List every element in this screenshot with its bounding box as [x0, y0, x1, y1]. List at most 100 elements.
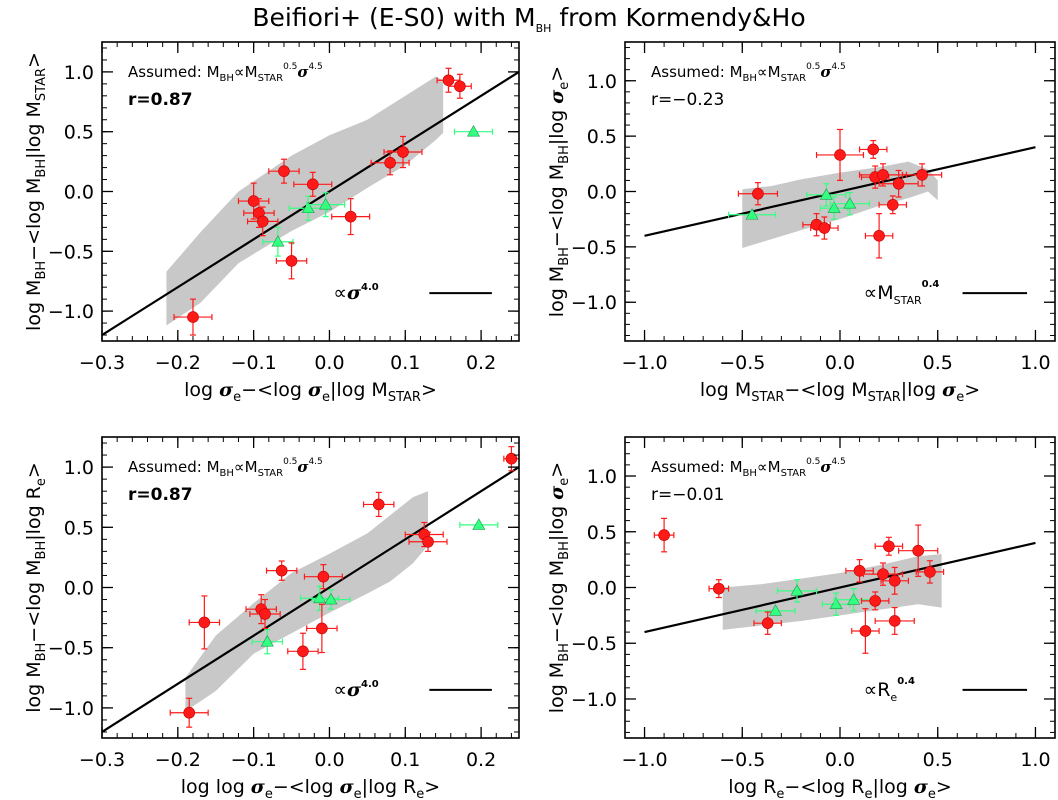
red-circle-point [303, 564, 343, 590]
red-circle-point [362, 491, 395, 518]
y-tick-label: −1.0 [48, 698, 94, 720]
red-circle-point [653, 517, 675, 553]
green-triangle-point [776, 579, 818, 603]
x-axis-label: log log σe−<log σe|log Re> [181, 776, 440, 800]
scatter-band [722, 554, 942, 630]
x-tick-label: 0.2 [466, 749, 496, 771]
red-circle-point [878, 169, 919, 198]
fit-line [644, 541, 1036, 634]
x-tick-label: −1.0 [621, 352, 667, 374]
x-tick-label: 0.5 [923, 749, 953, 771]
red-circle-point [331, 198, 371, 236]
y-tick-label: 0.5 [64, 517, 94, 539]
correlation-label: r=0.87 [128, 90, 193, 110]
y-axis-label: log MBH−<log MBH|log MSTAR> [23, 52, 49, 331]
red-circle-point [860, 591, 890, 611]
y-tick-label: 0.0 [587, 182, 617, 204]
y-tick-label: −1.0 [571, 689, 617, 711]
green-triangle-point [821, 592, 851, 616]
x-tick-label: −0.5 [719, 749, 765, 771]
y-tick-label: 0.5 [64, 122, 94, 144]
assumed-label: Assumed: MBH∝MSTAR0.5σ4.5 [651, 457, 846, 479]
x-tick-label: 1.0 [1020, 352, 1050, 374]
y-axis-label: log MBH−<log MBH|log σe> [546, 66, 572, 317]
assumed-label: Assumed: MBH∝MSTAR0.5σ4.5 [128, 457, 323, 479]
plot-area [644, 517, 1036, 654]
correlation-label: r=−0.23 [651, 90, 724, 110]
red-circle-point [874, 606, 915, 635]
red-circle-point [851, 608, 880, 654]
panel-bl: −0.3 −0.2 −0.1 0.0 0.1 0.2 −1.0 −0.5 0.0 0.5 1.0 As… [23, 436, 520, 800]
panels: −0.3 −0.2 −0.1 0.0 0.1 0.2 −1.0 −0.5 0.0 0.5 1.0 As… [23, 41, 1056, 800]
fit-line [102, 70, 519, 336]
red-circle-point [878, 195, 908, 215]
y-tick-label: 1.0 [64, 457, 94, 479]
x-tick-label: 0.5 [923, 352, 953, 374]
red-circle-point [287, 632, 319, 670]
fit-line [102, 466, 519, 733]
fit-line [644, 146, 1036, 237]
red-circle-point [845, 559, 874, 583]
red-circle-point [753, 611, 782, 635]
x-tick-label: −0.1 [231, 749, 277, 771]
assumed-label: Assumed: MBH∝MSTAR0.5σ4.5 [128, 62, 323, 84]
y-tick-label: 0.0 [587, 578, 617, 600]
red-circle-point [447, 73, 472, 99]
x-tick-label: −0.2 [155, 749, 201, 771]
panel-br: −1.0 −0.5 0.0 0.5 1.0 −1.0 −0.5 0.0 0.5 1.0 Assume… [546, 436, 1056, 800]
red-circle-point [188, 595, 221, 650]
correlation-label: r=−0.01 [651, 485, 724, 505]
y-tick-label: 1.0 [587, 466, 617, 488]
plot-area [102, 67, 519, 336]
red-circle-point [306, 603, 338, 654]
red-circle-point [880, 566, 910, 595]
red-circle-point [737, 182, 779, 206]
red-circle-point [408, 531, 448, 552]
green-triangle-point [453, 125, 494, 137]
x-tick-label: −1.0 [621, 749, 667, 771]
green-triangle-point [819, 196, 849, 220]
red-circle-point [265, 560, 298, 581]
green-triangle-point [806, 183, 847, 207]
assumed-label: Assumed: MBH∝MSTAR0.5σ4.5 [651, 62, 846, 84]
red-circle-point [383, 135, 423, 169]
green-triangle-point [829, 192, 870, 216]
x-tick-label: 0.1 [390, 749, 420, 771]
scale-label: ∝σ4.0 [333, 679, 378, 701]
scale-label: ∝Re0.4 [864, 676, 915, 704]
x-tick-label: −0.3 [79, 352, 125, 374]
x-tick-label: 1.0 [1020, 749, 1050, 771]
scale-label: ∝MSTAR0.4 [864, 279, 940, 307]
x-axis-label: log Re−<log Re|log σe> [728, 776, 952, 800]
y-tick-label: −0.5 [571, 237, 617, 259]
y-tick-label: −1.0 [571, 292, 617, 314]
y-tick-label: −0.5 [48, 638, 94, 660]
red-circle-point [810, 216, 839, 240]
red-circle-point [249, 598, 281, 630]
x-axis-label: log σe−<log σe|log MSTAR> [184, 379, 437, 405]
x-tick-label: −0.2 [155, 352, 201, 374]
green-triangle-point [833, 588, 874, 612]
scatter-band [166, 76, 444, 326]
red-circle-point [858, 139, 888, 159]
red-circle-point [898, 524, 939, 577]
y-tick-label: 0.0 [64, 578, 94, 600]
y-tick-label: 0.0 [64, 182, 94, 204]
red-circle-point [503, 446, 519, 472]
red-circle-point [874, 536, 904, 556]
y-tick-label: 1.0 [64, 62, 94, 84]
x-tick-label: 0.2 [466, 352, 496, 374]
plot-area [102, 446, 519, 733]
green-triangle-point [755, 604, 796, 616]
y-tick-label: −0.5 [48, 241, 94, 263]
green-triangle-point [459, 518, 499, 530]
x-tick-label: −0.1 [231, 352, 277, 374]
green-triangle-point [727, 208, 777, 220]
green-triangle-point [262, 226, 294, 257]
panel-tr: −1.0 −0.5 0.0 0.5 1.0 −1.0 −0.5 0.0 0.5 1.0 Assume… [546, 41, 1056, 405]
red-circle-point [268, 158, 300, 184]
green-triangle-point [311, 589, 351, 610]
plot-area [644, 128, 1036, 259]
panel-tl: −0.3 −0.2 −0.1 0.0 0.1 0.2 −1.0 −0.5 0.0 0.5 1.0 As… [23, 41, 520, 405]
x-axis-label: log MSTAR−<log MSTAR|log σe> [700, 379, 980, 405]
